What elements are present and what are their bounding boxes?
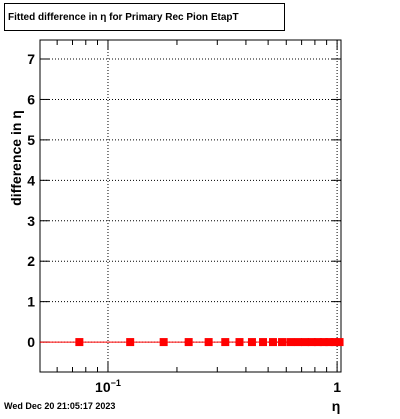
- y-axis-title: difference in η: [8, 110, 24, 206]
- y-tick-label: 3: [27, 213, 35, 229]
- x-tick-label-exponent: −1: [111, 378, 121, 388]
- y-tick-label: 0: [27, 334, 35, 350]
- x-tick-label: 1: [333, 379, 341, 395]
- y-tick-label: 6: [27, 91, 35, 107]
- point: [221, 338, 230, 347]
- point: [259, 338, 268, 347]
- point: [293, 338, 302, 347]
- point: [204, 338, 213, 347]
- title-box: [4, 3, 285, 31]
- plot-frame: [39, 39, 342, 373]
- point: [235, 338, 244, 347]
- y-tick-label: 5: [27, 132, 35, 148]
- point: [335, 338, 344, 347]
- y-tick-label: 4: [27, 172, 35, 188]
- point: [307, 338, 316, 347]
- y-tick-label: 2: [27, 253, 35, 269]
- y-tick-label: 1: [27, 294, 35, 310]
- point: [268, 338, 277, 347]
- point: [75, 338, 84, 347]
- footer: Wed Dec 20 21:05:17 2023: [4, 401, 115, 411]
- point: [247, 338, 256, 347]
- point: [286, 338, 295, 347]
- point: [184, 338, 193, 347]
- y-tick-label: 7: [27, 51, 35, 67]
- point: [319, 338, 328, 347]
- x-tick-label: 10−1: [95, 378, 121, 395]
- point: [126, 338, 135, 347]
- point: [330, 338, 339, 347]
- x-tick-label-base: 10: [95, 379, 111, 395]
- point: [278, 338, 287, 347]
- x-axis-title: η: [332, 398, 341, 414]
- point: [159, 338, 168, 347]
- point: [313, 338, 322, 347]
- point: [301, 338, 310, 347]
- chart-title: Fitted difference in η for Primary Rec P…: [8, 12, 239, 23]
- point: [325, 338, 334, 347]
